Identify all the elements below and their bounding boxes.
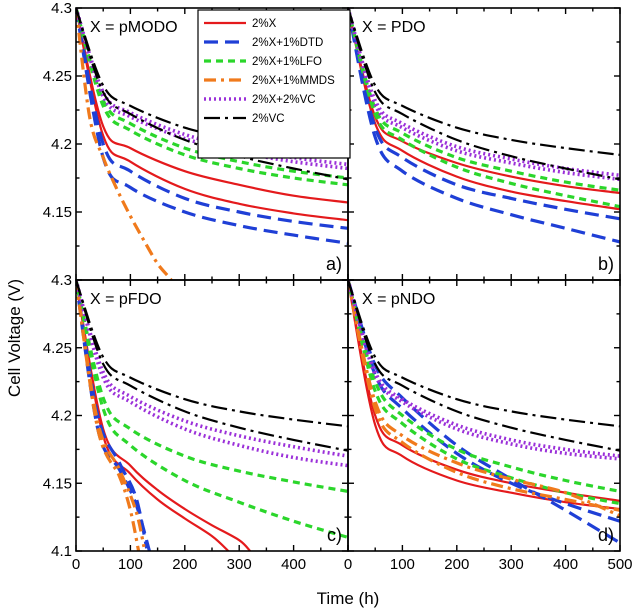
series-line-2-x-1-lfo (76, 280, 348, 493)
legend-label: 2%X+2%VC (252, 94, 316, 106)
series-line-2-x-2-vc (76, 280, 348, 468)
legend-label: 2%X+1%LFO (252, 56, 322, 68)
legend-label: 2%X+1%DTD (252, 37, 323, 49)
series-group (348, 8, 620, 244)
y-axis-label: Cell Voltage (V) (5, 279, 24, 397)
panel-letter: b) (598, 254, 614, 274)
series-line-2-x (348, 280, 620, 502)
legend-label: 2%VC (252, 113, 285, 125)
x-tick-label: 0 (72, 556, 80, 573)
series-line-2-x-1-dtd (348, 8, 620, 221)
series-line-2-x (76, 280, 230, 551)
series-line-2-x-1-dtd (348, 8, 620, 244)
y-tick-label: 4.25 (43, 68, 72, 85)
series-line-2-x-1-dtd (76, 8, 348, 245)
series-line-2-x-1-dtd (76, 280, 149, 549)
series-line-2-x-1-lfo (348, 280, 620, 493)
x-tick-label: 400 (553, 556, 578, 573)
tick-labels: 4.34.254.24.154.34.254.24.154.10 100 200 30… (43, 0, 633, 573)
y-tick-label: 4.15 (43, 204, 72, 221)
plot-frame (347, 279, 621, 552)
series-line-2-x-1-dtd (348, 280, 620, 523)
series-line-2-x (76, 8, 348, 204)
series-line-2-x-1-mmds (76, 8, 174, 280)
series-group (348, 280, 620, 545)
y-tick-label: 4.25 (43, 340, 72, 357)
panel-title: X = pMODO (90, 19, 178, 36)
y-tick-label: 4.3 (51, 272, 72, 289)
y-tick-label: 4.1 (51, 543, 72, 560)
series-line-2-x-2-vc (348, 280, 620, 461)
x-tick-label: 200 (444, 556, 469, 573)
legend-label: 2%X (252, 18, 277, 30)
legend-label: 2%X+1%MMDS (252, 75, 335, 87)
series-line-2-x-1-lfo (348, 8, 620, 192)
series-line-2-vc (348, 8, 620, 156)
panels-layer: X = pMODO a) X = PDO b) X = pFDO c) X = pNDO d)… (43, 0, 633, 573)
series-line-2-x-2-vc (76, 8, 348, 171)
series-line-2-vc (76, 8, 348, 156)
panel-letter: d) (598, 525, 614, 545)
series-line-2-x-1-lfo (76, 8, 348, 187)
series-group (76, 280, 348, 551)
y-tick-label: 4.3 (51, 0, 72, 17)
series-line-2-x (76, 280, 251, 551)
panel-2: X = PDO b) (347, 7, 621, 281)
series-line-2-vc (76, 280, 348, 452)
y-tick-label: 4.2 (51, 136, 72, 153)
x-axis-label: Time (h) (317, 589, 380, 608)
panel-3: X = pFDO c) (75, 279, 349, 552)
x-tick-label: 400 (281, 556, 306, 573)
x-tick-label: 100 (390, 556, 415, 573)
panel-1: X = pMODO a) (75, 7, 349, 281)
panel-letter: c) (327, 525, 342, 545)
series-line-2-x-1-dtd (348, 280, 620, 545)
x-tick-label: 200 (172, 556, 197, 573)
panel-title: X = pNDO (362, 291, 435, 308)
legend-box (197, 9, 351, 159)
x-tick-label: 0 (344, 556, 352, 573)
series-group (76, 8, 348, 280)
series-line-2-x-1-lfo (76, 8, 348, 180)
panel-letter: a) (326, 254, 342, 274)
y-tick-label: 4.2 (51, 408, 72, 425)
series-line-2-x (348, 280, 620, 511)
series-line-2-vc (76, 280, 348, 428)
series-line-2-vc (348, 280, 620, 452)
x-tick-label: 500 (607, 556, 632, 573)
series-line-2-x-1-lfo (76, 280, 348, 539)
series-line-2-x-2-vc (76, 280, 348, 458)
y-tick-label: 4.15 (43, 475, 72, 492)
series-line-2-x-1-lfo (348, 8, 620, 209)
legend: 2%X 2%X+1%DTD 2%X+1%LFO 2%X+1%MMDS 2%X+2%VC 2… (197, 9, 351, 159)
panel-title: X = pFDO (90, 291, 162, 308)
series-line-2-vc (76, 8, 348, 181)
series-line-2-x-1-dtd (76, 8, 348, 230)
series-line-2-x-1-mmds (76, 280, 146, 548)
panel-4: X = pNDO d) (347, 279, 621, 552)
panel-title: X = PDO (362, 19, 426, 36)
series-line-2-vc (348, 280, 620, 428)
series-line-2-x-1-mmds (348, 280, 620, 512)
x-tick-label: 100 (118, 556, 143, 573)
x-tick-label: 300 (499, 556, 524, 573)
x-tick-label: 300 (227, 556, 252, 573)
series-line-2-vc (348, 8, 620, 181)
plot-frame (75, 279, 349, 552)
